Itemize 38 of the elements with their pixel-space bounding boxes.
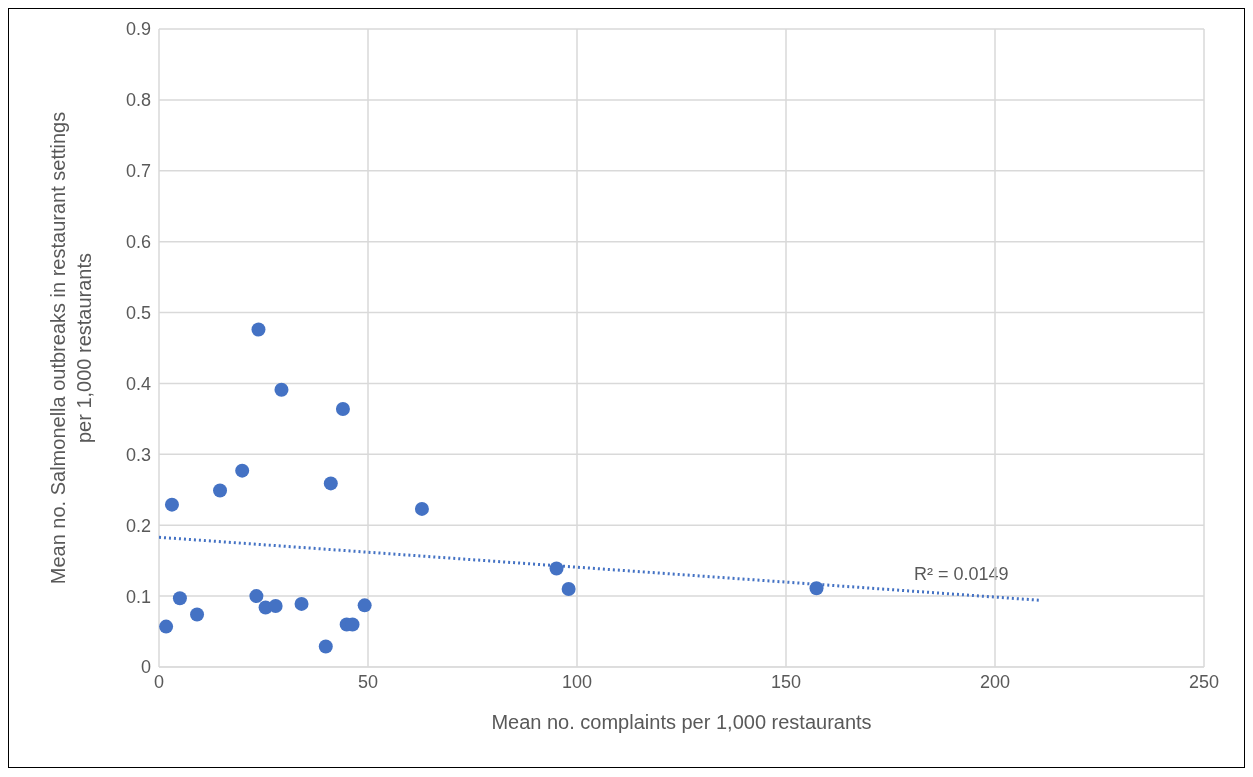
x-tick-label: 50: [357, 671, 379, 692]
x-tick-label: 100: [561, 671, 593, 692]
y-tick-label: 0.8: [125, 90, 151, 111]
point: [249, 589, 264, 604]
point: [294, 596, 309, 611]
point: [190, 607, 205, 622]
point: [318, 639, 333, 654]
annotation: R² = 0.0149: [914, 564, 1009, 585]
y-axis-title: Mean no. Salmonella outbreaks in restaurant settings per 1,000 restaurants: [47, 111, 95, 585]
y-tick-label: 0: [140, 657, 151, 678]
point: [213, 483, 228, 498]
point: [335, 401, 350, 416]
point: [235, 463, 250, 478]
x-tick-label: 0: [153, 671, 165, 692]
y-tick-label: 0.7: [125, 161, 151, 182]
point: [159, 619, 174, 634]
y-tick-label: 0.5: [125, 302, 151, 323]
y-tick-label: 0.2: [125, 515, 151, 536]
point: [809, 581, 824, 596]
y-tick-label: 0.6: [125, 232, 151, 253]
x-axis-title: Mean no. complaints per 1,000 restaurants: [491, 711, 872, 733]
point: [549, 561, 564, 576]
x-tick-label: 200: [979, 671, 1011, 692]
point: [164, 497, 179, 512]
x-tick-label: 250: [1188, 671, 1220, 692]
point: [172, 591, 187, 606]
point: [251, 322, 266, 337]
point: [414, 501, 429, 516]
y-tick-label: 0.4: [125, 373, 151, 394]
y-tick-label: 0.1: [125, 586, 151, 607]
x-tick-label: 150: [770, 671, 802, 692]
y-tick-label: 0.3: [125, 444, 151, 465]
point: [561, 582, 576, 597]
point: [268, 599, 283, 614]
point: [274, 382, 289, 397]
point: [357, 598, 372, 613]
y-tick-label: 0.9: [125, 19, 151, 40]
point: [323, 476, 338, 491]
